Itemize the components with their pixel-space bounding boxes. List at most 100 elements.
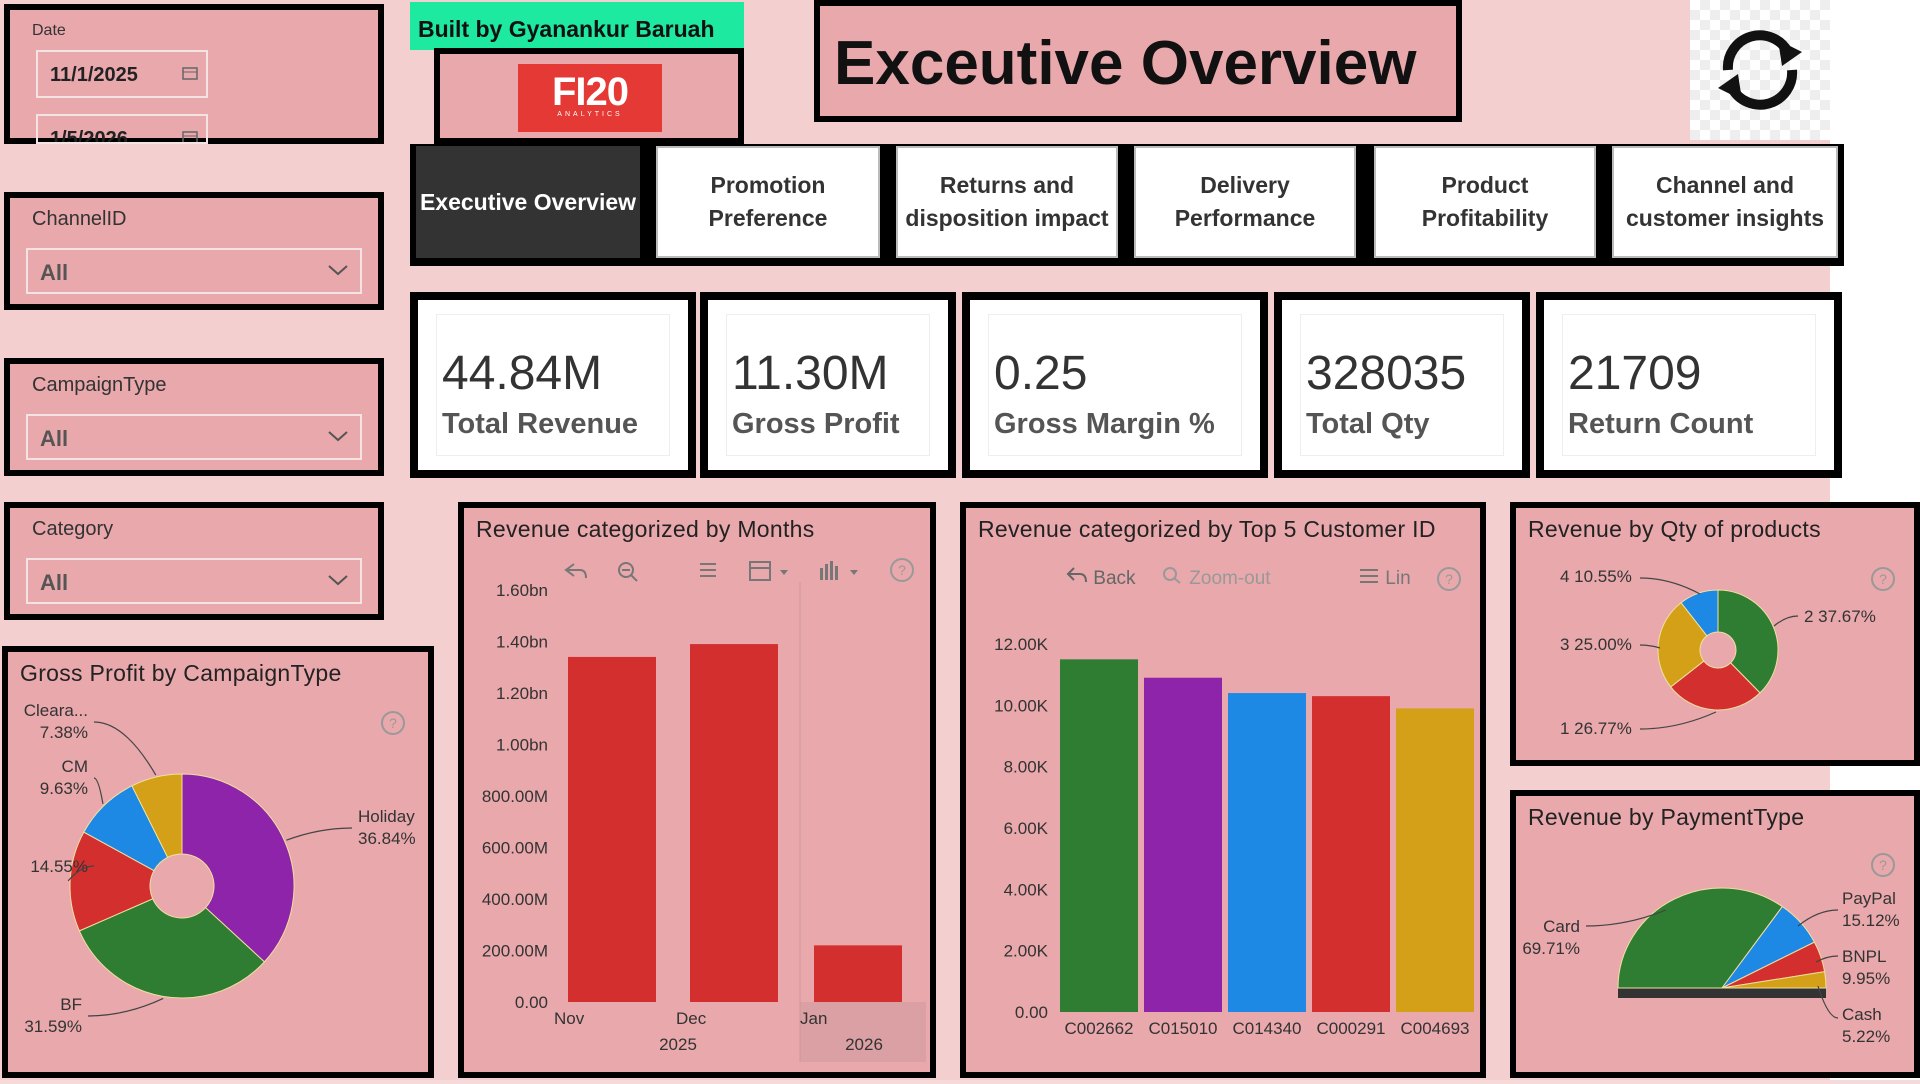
zoom-out-button[interactable]: Zoom-out — [1162, 566, 1271, 590]
tab-channel-customer[interactable]: Channel and customer insights — [1612, 146, 1838, 258]
campaign-pie-chart: Holiday 36.84% BF 31.59% 14.55% CM 9.63% Cleara… — [24, 701, 416, 1036]
chart-title: Gross Profit by CampaignType — [20, 660, 342, 686]
pie-slice — [1670, 660, 1761, 711]
leader-line — [1639, 644, 1661, 649]
date-start-value: 11/1/2025 — [50, 64, 138, 86]
help-icon[interactable]: ? — [1436, 566, 1462, 592]
credit-banner: Built by Gyanankur Baruah — [410, 2, 744, 50]
bar — [1396, 708, 1474, 1012]
y-tick-label: 400.00M — [482, 890, 548, 909]
x-year-label: 2025 — [659, 1035, 697, 1054]
data-label: 9.63% — [40, 779, 88, 798]
x-tick-label: C000291 — [1316, 1019, 1385, 1038]
data-label: 9.95% — [1842, 969, 1890, 988]
y-tick-label: 1.40bn — [496, 633, 548, 652]
qty-pie-chart: 4 10.55% 2 37.67% 3 25.00% 1 26.77% — [1560, 567, 1876, 738]
date-label: Date — [32, 22, 66, 39]
svg-text:?: ? — [1445, 571, 1453, 587]
y-tick-label: 8.00K — [1004, 758, 1049, 777]
tab-executive-overview[interactable]: Executive Overview — [416, 146, 640, 258]
pie-slice — [69, 831, 155, 932]
kpi-card-total-qty: 328035 Total Qty — [1274, 292, 1530, 478]
y-tick-label: 2.00K — [1004, 942, 1049, 961]
category-value: All — [40, 570, 69, 595]
data-label: 69.71% — [1522, 939, 1580, 958]
chevron-down-icon — [328, 575, 348, 586]
tab-product-profitability[interactable]: Product Profitability — [1374, 146, 1596, 258]
scale-label: Lin — [1385, 568, 1411, 589]
kpi-value: 0.25 — [994, 347, 1088, 400]
campaign-value: All — [40, 426, 69, 451]
customer-bar-chart: 0.00 2.00K 4.00K 6.00K 8.00K 10.00K 12.00K C002… — [994, 635, 1474, 1038]
channel-dropdown[interactable]: All — [26, 248, 362, 294]
channel-slicer: ChannelID All — [4, 192, 384, 310]
pie-slice — [1717, 589, 1779, 694]
tab-delivery-performance[interactable]: Delivery Performance — [1134, 146, 1356, 258]
tab-returns-disposition[interactable]: Returns and disposition impact — [896, 146, 1118, 258]
leader-line — [1773, 615, 1799, 627]
bar-chart-icon[interactable] — [820, 561, 858, 580]
logo-subtext: ANALYTICS — [557, 111, 623, 118]
qty-pie-panel: Revenue by Qty of products ? 4 10.55% 2 3… — [1510, 502, 1920, 766]
chevron-down-icon — [328, 265, 348, 276]
payment-pie-panel: Revenue by PaymentType ? Card 69.71% PayPa… — [1510, 790, 1920, 1078]
back-icon[interactable] — [564, 563, 587, 579]
kpi-value: 44.84M — [442, 347, 603, 400]
data-label: 3 25.00% — [1560, 635, 1632, 654]
help-icon[interactable]: ? — [1870, 566, 1896, 592]
pie-slice — [181, 773, 295, 963]
kpi-value: 11.30M — [732, 347, 889, 400]
refresh-button[interactable] — [1690, 0, 1830, 140]
data-label: CM — [62, 757, 88, 776]
x-tick-label: C004693 — [1400, 1019, 1469, 1038]
zoom-out-label: Zoom-out — [1189, 568, 1271, 589]
scale-button[interactable]: Lin — [1358, 566, 1411, 590]
bar — [690, 644, 778, 1002]
channel-label: ChannelID — [32, 208, 127, 230]
x-tick-label: Jan — [800, 1009, 827, 1028]
x-tick-label: C015010 — [1148, 1019, 1217, 1038]
date-start-input[interactable]: 11/1/2025 — [36, 50, 208, 98]
back-button[interactable]: Back — [1066, 566, 1136, 590]
kpi-label: Gross Profit — [732, 408, 900, 440]
date-end-input[interactable]: 1/5/2026 — [36, 114, 208, 144]
calendar-icon[interactable] — [182, 66, 198, 80]
data-label: Holiday — [358, 807, 415, 826]
kpi-card-gross-margin: 0.25 Gross Margin % — [962, 292, 1268, 478]
help-icon[interactable]: ? — [890, 558, 914, 582]
calendar-icon[interactable] — [182, 130, 198, 144]
campaign-dropdown[interactable]: All — [26, 414, 362, 460]
list-icon[interactable] — [700, 563, 716, 577]
data-label: 2 37.67% — [1804, 607, 1876, 626]
help-icon[interactable]: ? — [380, 710, 406, 736]
zoom-out-icon — [1163, 567, 1181, 584]
leader-line — [1817, 985, 1839, 1019]
chart-toolbar: ? — [564, 558, 914, 582]
help-icon[interactable]: ? — [1870, 852, 1896, 878]
y-tick-label: 1.60bn — [496, 581, 548, 600]
calendar-icon[interactable] — [749, 561, 788, 581]
category-dropdown[interactable]: All — [26, 558, 362, 604]
kpi-label: Gross Margin % — [994, 408, 1215, 440]
leader-line — [1797, 909, 1839, 927]
data-label: BF — [60, 995, 82, 1014]
months-bar-panel: Revenue categorized by Months ? 0.00 200.… — [458, 502, 936, 1078]
payment-pie-chart: Card 69.71% PayPal 15.12% BNPL 9.95% Cash 5.22% — [1522, 887, 1900, 1046]
bar — [1312, 696, 1390, 1012]
zoom-out-icon[interactable] — [618, 562, 638, 582]
nav-bar — [410, 144, 1844, 266]
data-label: BNPL — [1842, 947, 1886, 966]
campaign-pie-panel: Gross Profit by CampaignType ? Holiday 36… — [2, 646, 434, 1078]
campaign-label: CampaignType — [32, 374, 167, 396]
leader-line — [1815, 955, 1839, 963]
data-label: Card — [1543, 917, 1580, 936]
data-label: PayPal — [1842, 889, 1896, 908]
chart-title: Revenue categorized by Months — [476, 516, 815, 542]
leader-line — [286, 827, 353, 841]
tab-promotion-preference[interactable]: Promotion Preference — [656, 146, 880, 258]
months-bar-chart: 0.00 200.00M 400.00M 600.00M 800.00M 1.00bn 1.… — [482, 581, 926, 1062]
chart-title: Revenue categorized by Top 5 Customer ID — [978, 516, 1436, 542]
customer-bar-panel: Revenue categorized by Top 5 Customer ID… — [960, 502, 1486, 1078]
x-year-label: 2026 — [845, 1035, 883, 1054]
page-title: Exceutive Overview — [834, 29, 1417, 98]
